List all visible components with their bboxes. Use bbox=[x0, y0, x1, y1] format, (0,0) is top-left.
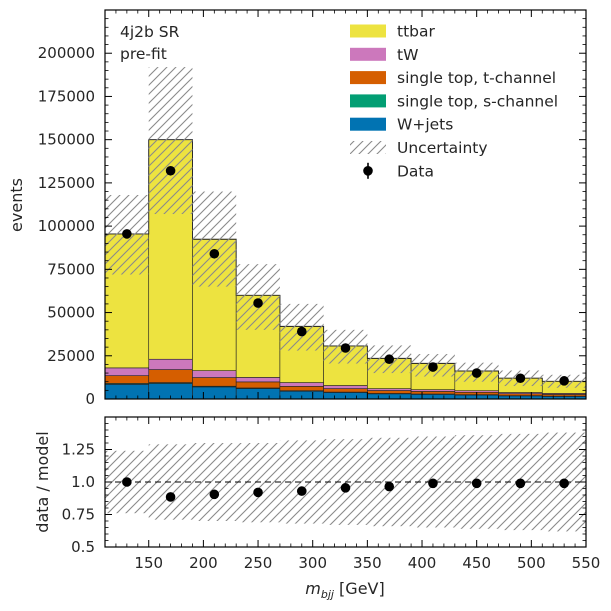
data-point-9 bbox=[515, 373, 526, 384]
bar-single-top-t-channel-7 bbox=[410, 391, 456, 395]
ratio-x-axis: 150 200 250 300 350 400 450 500 550 bbox=[115, 417, 601, 572]
ratio-points bbox=[122, 477, 569, 502]
ratio-y-tick-label-3: 1.25 bbox=[62, 441, 95, 459]
ratio-panel: 0.5 0.75 1.0 1.25 150 200 250 300 350 400 450 500 5… bbox=[33, 416, 601, 601]
legend: ttbar tW single top, t-channel single top, … bbox=[350, 23, 558, 180]
data-point-10 bbox=[559, 376, 569, 386]
bar-single-top-t-channel-1 bbox=[148, 369, 193, 383]
data-point-7 bbox=[428, 362, 438, 372]
region-label-line1: 4j2b SR bbox=[120, 23, 180, 41]
ratio-y-tick-label-0: 0.5 bbox=[71, 538, 95, 556]
ratio-point-2 bbox=[209, 489, 220, 500]
x-tick-label-7: 500 bbox=[517, 554, 546, 572]
ratio-point-1 bbox=[165, 492, 176, 502]
legend-swatch-uncertainty bbox=[350, 141, 386, 154]
main-y-tick-label-5: 125000 bbox=[38, 174, 95, 192]
bar-tw-3 bbox=[235, 377, 281, 383]
main-y-tick-label-7: 175000 bbox=[38, 87, 95, 105]
x-tick-label-1: 200 bbox=[189, 554, 218, 572]
data-point-1 bbox=[165, 165, 176, 176]
bar-single-top-t-channel-3 bbox=[235, 381, 281, 389]
main-y-tick-label-8: 200000 bbox=[38, 44, 95, 62]
ratio-y-axis: 0.5 0.75 1.0 1.25 bbox=[62, 423, 586, 556]
main-y-axis-label: events bbox=[7, 178, 26, 232]
ratio-point-6 bbox=[384, 481, 395, 492]
bar-single-top-t-channel-6 bbox=[367, 390, 412, 394]
x-axis-label-sub: bjj bbox=[321, 588, 335, 601]
legend-marker-data bbox=[363, 166, 373, 176]
uncertainty-bin-2 bbox=[192, 191, 237, 287]
uncertainty-bin-1 bbox=[148, 67, 193, 215]
legend-swatch-single-top-t-channel bbox=[350, 71, 386, 85]
bar-single-top-t-channel-2 bbox=[192, 377, 237, 387]
x-tick-label-0: 150 bbox=[134, 554, 163, 572]
main-y-axis: 0 25000 50000 75000 100000 125000 150000 175000… bbox=[38, 18, 586, 408]
uncertainty-bin-3 bbox=[236, 264, 280, 330]
x-axis-label-var: m bbox=[305, 579, 321, 598]
main-y-tick-label-0: 0 bbox=[85, 390, 95, 408]
legend-label-single-top-s-channel: single top, s-channel bbox=[397, 92, 558, 110]
main-y-tick-label-2: 50000 bbox=[47, 304, 95, 322]
legend-label-tw: tW bbox=[397, 46, 418, 64]
bar-tw-4 bbox=[279, 382, 324, 387]
legend-label-uncertainty: Uncertainty bbox=[397, 139, 488, 157]
data-point-5 bbox=[340, 343, 351, 353]
legend-label-data: Data bbox=[397, 162, 434, 180]
x-tick-label-2: 250 bbox=[244, 554, 273, 572]
legend-label-single-top-t-channel: single top, t-channel bbox=[397, 69, 556, 87]
data-point-6 bbox=[384, 354, 395, 365]
x-tick-label-6: 450 bbox=[462, 554, 491, 572]
x-tick-label-5: 400 bbox=[408, 554, 437, 572]
bar-tw-0 bbox=[104, 367, 150, 376]
data-points bbox=[122, 165, 569, 386]
ratio-point-7 bbox=[428, 478, 438, 489]
data-point-0 bbox=[122, 229, 132, 239]
ratio-point-3 bbox=[253, 487, 263, 498]
x-tick-label-8: 550 bbox=[572, 554, 601, 572]
data-point-3 bbox=[253, 298, 263, 308]
main-y-tick-label-4: 100000 bbox=[38, 217, 95, 235]
bar-single-top-t-channel-5 bbox=[323, 388, 368, 393]
main-y-tick-label-1: 25000 bbox=[47, 347, 95, 365]
ratio-point-5 bbox=[340, 483, 351, 493]
ratio-y-axis-label: data / model bbox=[33, 431, 52, 532]
legend-swatch-w-jets bbox=[350, 117, 386, 131]
ratio-y-tick-label-2: 1.0 bbox=[71, 473, 95, 491]
legend-label-ttbar: ttbar bbox=[397, 23, 435, 41]
data-point-2 bbox=[209, 248, 220, 259]
uncertainty-band bbox=[105, 67, 586, 388]
ratio-point-4 bbox=[296, 486, 307, 496]
data-point-4 bbox=[296, 326, 307, 337]
main-panel: 0 25000 50000 75000 100000 125000 150000 175000… bbox=[7, 9, 587, 408]
ratio-y-tick-label-1: 0.75 bbox=[62, 506, 95, 524]
x-tick-label-4: 350 bbox=[353, 554, 382, 572]
bar-tw-1 bbox=[148, 358, 193, 370]
main-x-axis-ticks bbox=[115, 10, 587, 399]
legend-swatch-single-top-s-channel bbox=[350, 94, 386, 108]
bar-tw-5 bbox=[323, 385, 368, 389]
ratio-point-8 bbox=[471, 478, 482, 489]
ratio-band-bin-3 bbox=[236, 443, 280, 523]
legend-swatch-ttbar bbox=[350, 24, 386, 38]
main-y-tick-label-6: 150000 bbox=[38, 131, 95, 149]
ratio-point-9 bbox=[515, 478, 526, 489]
bar-tw-2 bbox=[192, 370, 237, 378]
x-tick-label-3: 300 bbox=[298, 554, 327, 572]
legend-swatch-tw bbox=[350, 47, 386, 61]
bar-single-top-t-channel-4 bbox=[279, 386, 324, 392]
x-axis-label: mbjj [GeV] bbox=[305, 579, 384, 601]
region-label-line2: pre-fit bbox=[120, 45, 167, 63]
legend-label-w-jets: W+jets bbox=[397, 116, 453, 134]
bar-single-top-t-channel-0 bbox=[104, 375, 150, 384]
main-y-tick-label-3: 75000 bbox=[47, 260, 95, 278]
x-axis-label-unit: [GeV] bbox=[334, 579, 385, 598]
data-point-8 bbox=[471, 368, 482, 378]
ratio-point-10 bbox=[559, 478, 569, 489]
ratio-point-0 bbox=[122, 477, 132, 487]
